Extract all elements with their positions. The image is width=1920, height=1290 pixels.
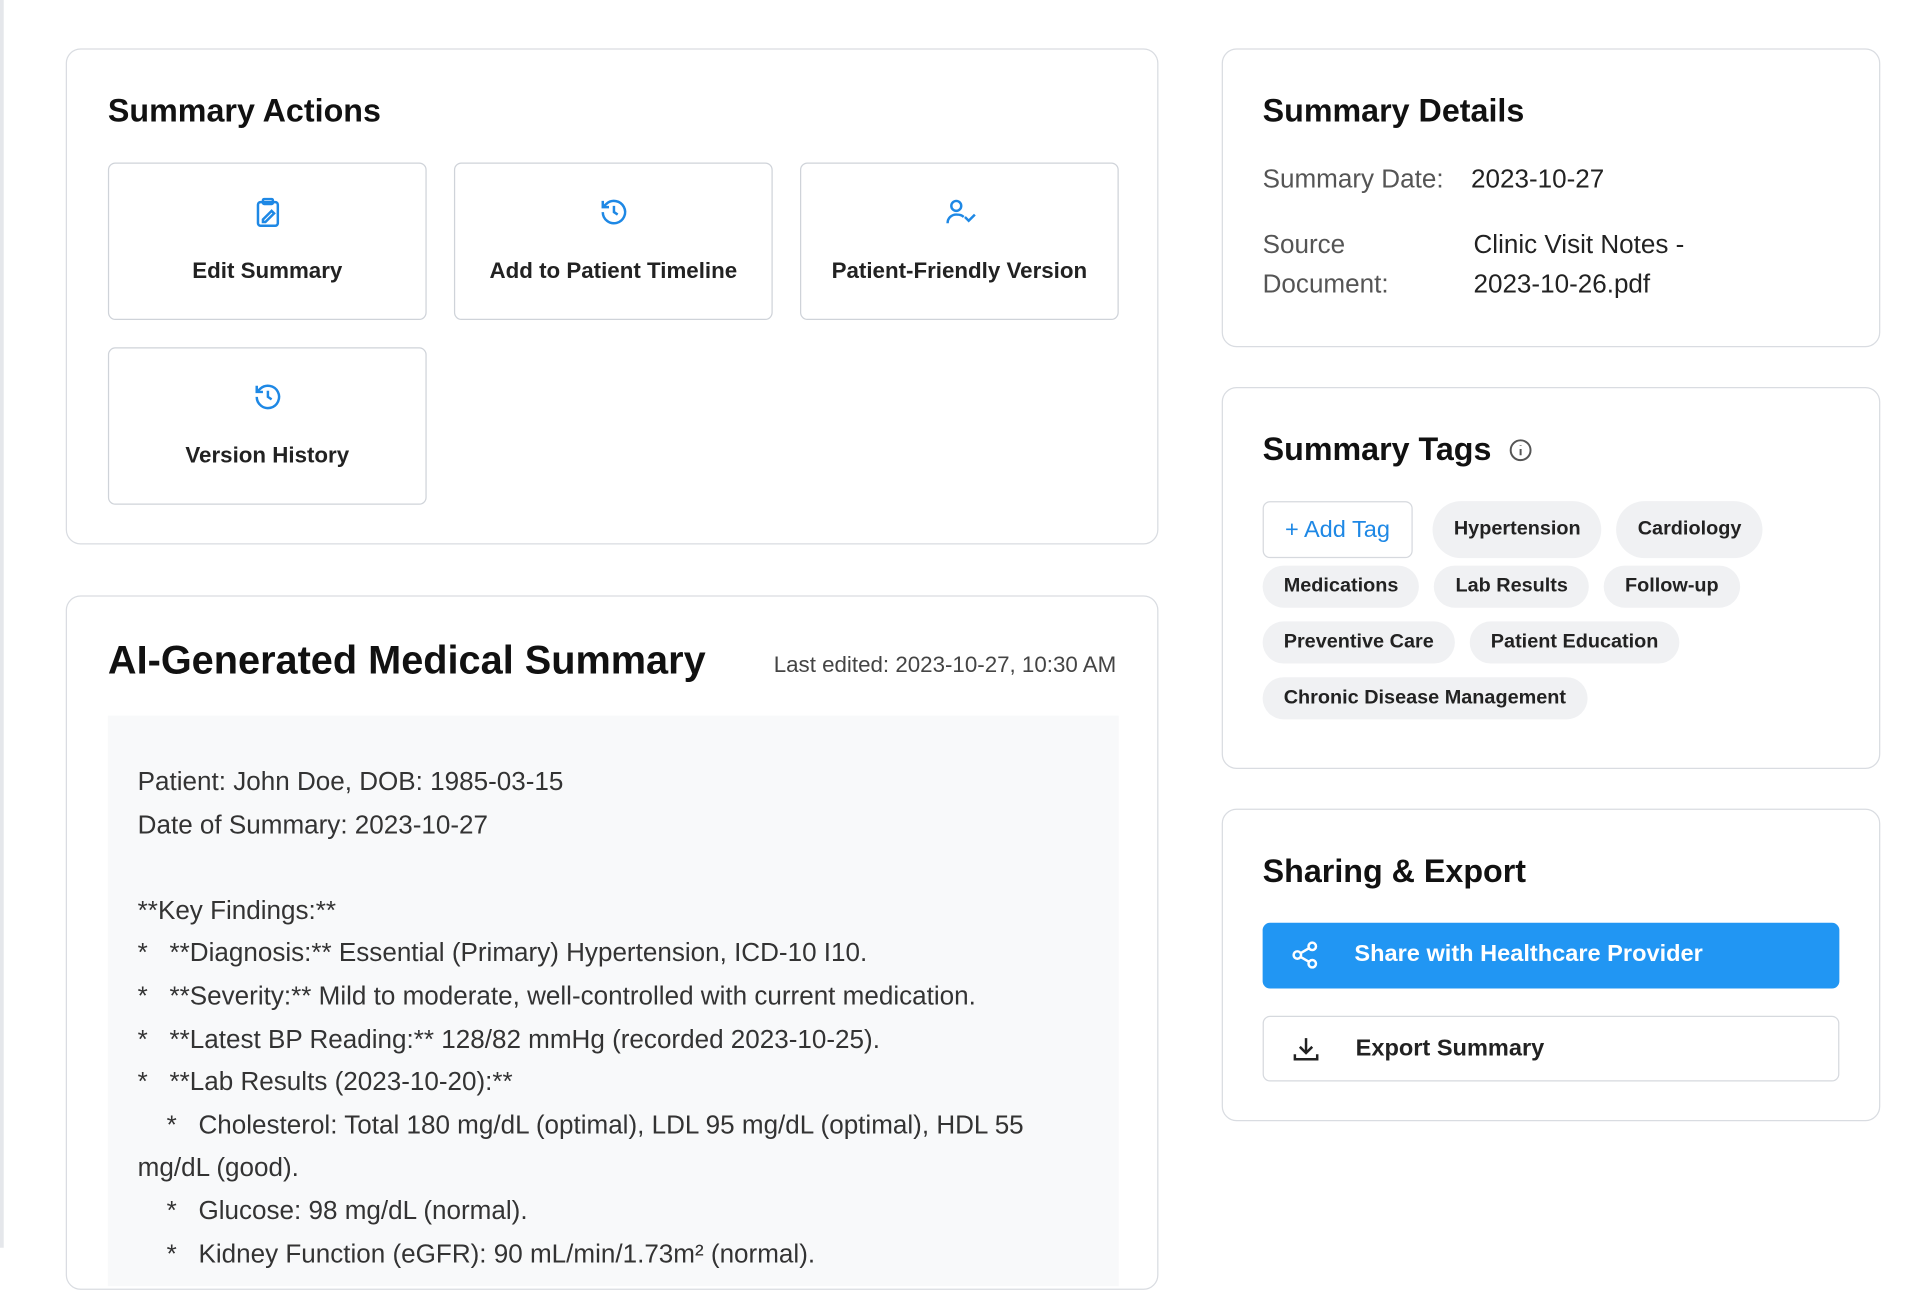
tags-card: Summary Tags + Add Tag Hypertension Cardi…	[1221, 386, 1881, 769]
page: {"actions":{"title":"Summary Actions","b…	[0, 0, 1881, 1290]
sharing-card: Sharing & Export Share with Healthcare P…	[1221, 808, 1881, 1122]
tag[interactable]: Hypertension	[1432, 501, 1602, 559]
tag[interactable]: Lab Results	[1434, 565, 1590, 608]
button-label: Patient-Friendly Version	[831, 257, 1088, 283]
card-title: AI-Generated Medical Summary	[107, 637, 706, 683]
sidebar-edge	[0, 0, 4, 1248]
button-label: Version History	[185, 442, 350, 468]
action-button[interactable]: Version History	[107, 347, 427, 505]
button-label: Share with Healthcare Provider	[1354, 941, 1703, 968]
card-title: Summary Details	[1262, 91, 1525, 129]
tag[interactable]: Chronic Disease Management	[1262, 677, 1588, 720]
card-title: Summary Actions	[107, 91, 381, 129]
add-tag-label: Add Tag	[1303, 517, 1391, 544]
button-label: Add to Patient Timeline	[489, 257, 738, 283]
tag[interactable]: Follow-up	[1603, 565, 1740, 608]
info-icon[interactable]	[1508, 438, 1533, 463]
export-button[interactable]: Export Summary	[1262, 1015, 1840, 1082]
button-label: Edit Summary	[192, 257, 343, 283]
actions-card: Summary Actions Edit Summary Add to Pati…	[65, 48, 1159, 545]
tag[interactable]: Cardiology	[1616, 501, 1763, 559]
tag[interactable]: Medications	[1262, 565, 1420, 608]
last-edited: Last edited: 2023-10-27, 10:30 AM	[773, 652, 1117, 678]
summary-text: Patient: John Doe, DOB: 1985-03-15 Date …	[107, 715, 1119, 1287]
tag-list: + Add Tag Hypertension Cardiology Medicati…	[1262, 501, 1846, 733]
label: Summary Date:	[1262, 164, 1444, 194]
share-button[interactable]: Share with Healthcare Provider	[1262, 922, 1840, 989]
summary-card: AI-Generated Medical Summary Last edited…	[65, 595, 1159, 1290]
tag[interactable]: Preventive Care	[1262, 621, 1455, 664]
screen: Summary Actions Edit Summary Add to Pati…	[0, 0, 1881, 1290]
card-title: Sharing & Export	[1262, 852, 1527, 890]
tag[interactable]: Patient Education	[1469, 621, 1680, 664]
card-title: Summary Tags	[1263, 430, 1533, 468]
details-card: Summary Details Summary Date: 2023-10-27…	[1221, 48, 1881, 348]
add-tag[interactable]: + Add Tag	[1262, 501, 1413, 559]
label: Source Document:	[1262, 230, 1389, 299]
action-button[interactable]: Patient-Friendly Version	[799, 162, 1119, 320]
action-button[interactable]: Add to Patient Timeline	[453, 162, 773, 320]
value: Clinic Visit Notes - 2023-10-26.pdf	[1473, 230, 1685, 299]
value: 2023-10-27	[1470, 164, 1605, 194]
action-button[interactable]: Edit Summary	[107, 162, 427, 320]
button-label: Export Summary	[1355, 1035, 1545, 1062]
title-text: Summary Tags	[1262, 430, 1492, 468]
